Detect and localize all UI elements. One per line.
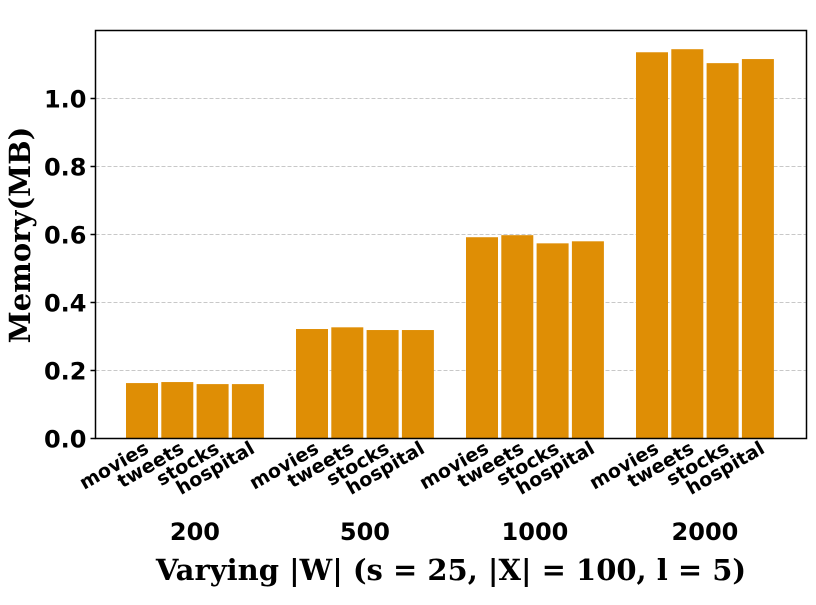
group-label: 200 — [170, 518, 220, 546]
x-axis-label: Varying |W| (s = 25, |X| = 100, l = 5) — [155, 553, 746, 587]
bar-1000-movies — [466, 237, 498, 439]
bar-1000-stocks — [536, 243, 569, 439]
y-tick-label: 0.6 — [44, 222, 87, 250]
bar-200-hospital — [231, 384, 264, 439]
bar-500-hospital — [401, 330, 434, 439]
group-label: 500 — [340, 518, 390, 546]
bar-2000-hospital — [741, 59, 774, 439]
y-tick-label: 0.0 — [44, 426, 87, 454]
y-tick-label: 1.0 — [44, 86, 87, 114]
bar-1000-tweets — [501, 235, 534, 439]
group-label: 2000 — [672, 518, 739, 546]
bar-1000-hospital — [571, 241, 604, 439]
bar-500-tweets — [331, 327, 364, 439]
bar-500-stocks — [366, 330, 399, 439]
y-tick-label: 0.8 — [44, 154, 87, 182]
group-label: 1000 — [502, 518, 569, 546]
y-axis-label: Memory(MB) — [3, 127, 37, 344]
bar-2000-movies — [636, 52, 668, 439]
bar-200-movies — [126, 383, 158, 439]
bar-2000-stocks — [706, 63, 739, 439]
bar-200-stocks — [196, 384, 229, 439]
y-tick-label: 0.4 — [44, 290, 87, 318]
y-tick-label: 0.2 — [44, 358, 87, 386]
bar-2000-tweets — [671, 49, 704, 439]
bar-500-movies — [296, 329, 328, 439]
bar-200-tweets — [161, 382, 194, 439]
